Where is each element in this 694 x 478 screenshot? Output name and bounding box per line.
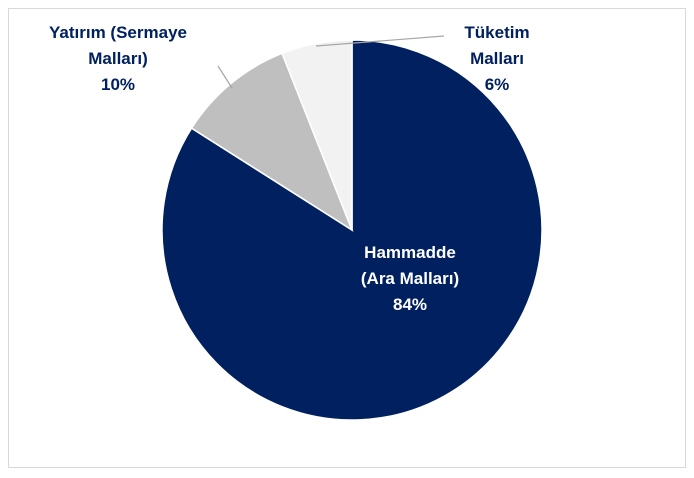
slice-label: Yatırım (Sermaye Malları) 10% (28, 20, 208, 98)
category-label: Hammadde (Ara Malları) (360, 243, 460, 288)
pie-slice (281, 39, 353, 231)
value-label: 6% (484, 75, 510, 94)
category-label: Yatırım (Sermaye Malları) (49, 23, 187, 68)
value-label: 10% (100, 75, 136, 94)
slice-label: Hammadde (Ara Malları) 84% (330, 240, 490, 318)
leader-line (217, 65, 233, 89)
leader-line (315, 35, 445, 47)
category-label: Tüketim Malları (464, 23, 530, 68)
pie-slice (190, 52, 354, 232)
slice-label: Tüketim Malları 6% (452, 20, 542, 98)
value-label: 84% (392, 295, 428, 314)
